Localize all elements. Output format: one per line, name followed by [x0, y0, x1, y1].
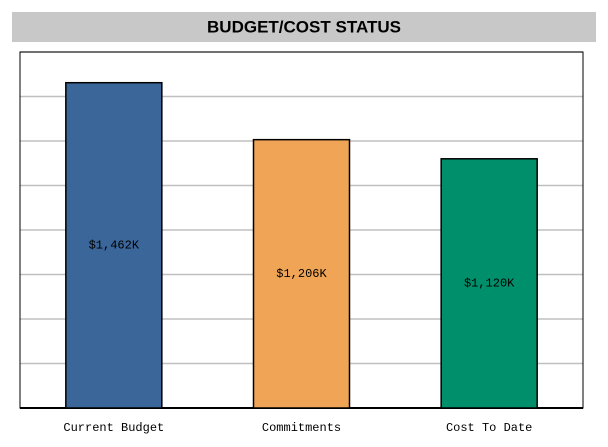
value-label: $1,120K — [464, 277, 515, 291]
bar — [252, 138, 351, 409]
x-tick-label: Cost To Date — [446, 421, 532, 435]
bar — [440, 158, 538, 409]
value-label: $1,206K — [276, 267, 327, 281]
x-tick-label: Current Budget — [63, 421, 164, 435]
x-tick-label: Commitments — [262, 421, 341, 435]
bar — [65, 81, 163, 409]
chart-title: BUDGET/COST STATUS — [207, 17, 401, 36]
title-bar — [12, 12, 596, 42]
value-label: $1,462K — [89, 239, 140, 253]
